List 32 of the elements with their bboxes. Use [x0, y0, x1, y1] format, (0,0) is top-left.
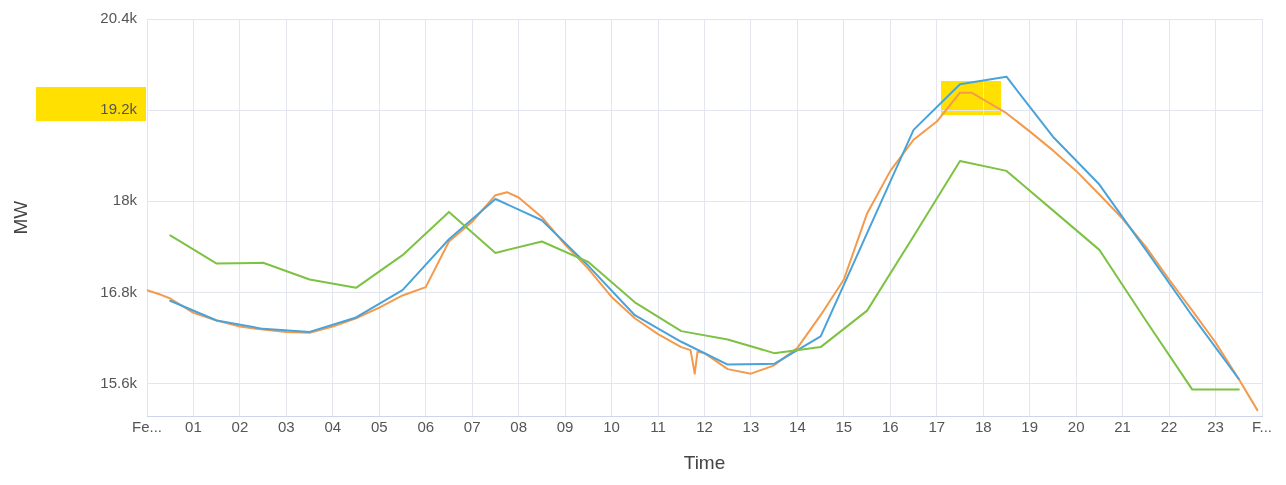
- y-tick-label: 16.8k: [100, 282, 138, 300]
- x-tick-label: 18: [974, 418, 992, 436]
- x-tick-label: 12: [696, 418, 713, 436]
- x-tick-label: 07: [463, 418, 481, 436]
- y-axis-title: MW: [9, 200, 31, 235]
- x-tick-label: 16: [881, 418, 899, 436]
- x-tick-label: Fe...: [131, 418, 163, 436]
- x-tick-label: 23: [1207, 418, 1224, 436]
- x-tick-label: 22: [1160, 418, 1178, 436]
- x-tick-label: 03: [278, 418, 295, 436]
- x-tick-label: 02: [231, 418, 249, 436]
- x-tick-label: 05: [370, 418, 388, 436]
- x-tick-label: 04: [324, 418, 342, 436]
- y-tick-label: 19.2k: [100, 100, 138, 118]
- x-tick-label: F...: [1251, 418, 1273, 436]
- x-tick-label: 13: [742, 418, 760, 436]
- x-tick-label: 10: [603, 418, 620, 436]
- y-tick-label: 20.4k: [100, 9, 138, 27]
- x-axis-title: Time: [683, 451, 726, 473]
- x-tick-label: 09: [556, 418, 574, 436]
- x-tick-label: 17: [928, 418, 946, 436]
- x-tick-label: 08: [510, 418, 528, 436]
- x-tick-label: 19: [1021, 418, 1039, 436]
- x-tick-label: 14: [789, 418, 806, 436]
- y-tick-label: 15.6k: [100, 373, 138, 391]
- x-tick-label: 06: [417, 418, 435, 436]
- y-tick-label: 18k: [112, 191, 138, 209]
- x-tick-label: 01: [185, 418, 202, 436]
- x-tick-label: 15: [835, 418, 853, 436]
- x-tick-label: 11: [650, 418, 666, 436]
- x-tick-label: 20: [1067, 418, 1085, 436]
- x-tick-label: 21: [1114, 418, 1131, 436]
